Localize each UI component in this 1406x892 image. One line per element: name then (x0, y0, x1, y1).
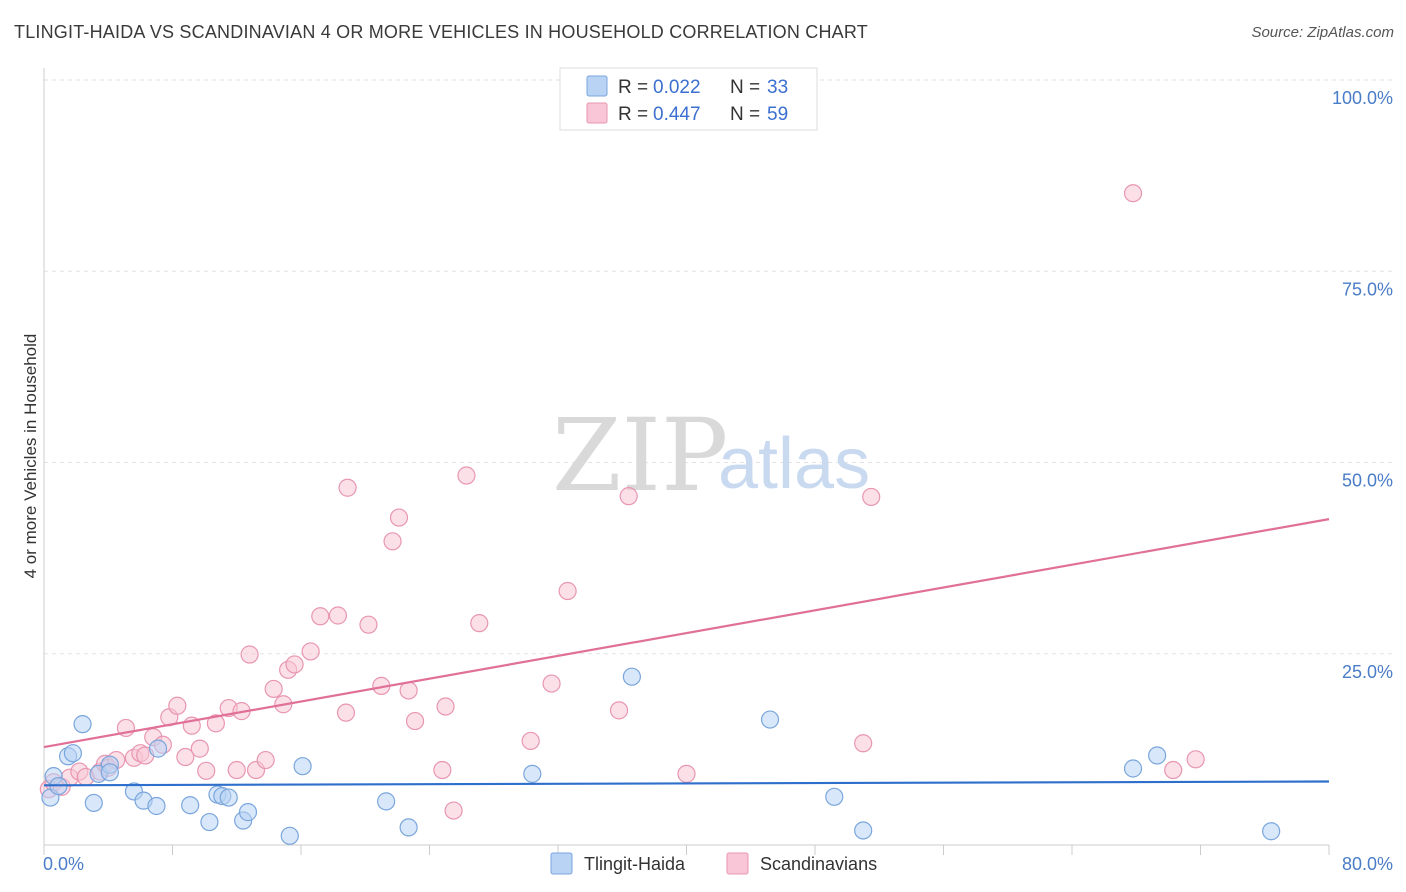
scandinavians-point-53 (619, 487, 638, 506)
tlingit-haida-point-32 (1262, 822, 1281, 841)
scandinavians-point-37 (338, 478, 357, 497)
scandinavians-point-54 (677, 764, 696, 783)
scandinavians-point-50 (542, 674, 561, 693)
watermark-zip: ZIP (552, 397, 728, 514)
scandinavians-point-47 (457, 466, 476, 485)
scandinavians-point-24 (227, 760, 246, 780)
scandinavians-point-49 (521, 731, 540, 751)
tlingit-haida-point-9 (100, 763, 119, 782)
tlingit-haida-point-25 (523, 764, 542, 783)
legend-r-value-tlingit: 0.022 (653, 77, 701, 98)
legend-n-label-scand: N = (730, 104, 760, 125)
legend-box: R = 0.022 N = 33 R = 0.447 N = 59 (559, 67, 818, 131)
tlingit-haida-point-27 (760, 710, 780, 729)
legend-r-value-scand: 0.447 (653, 104, 701, 125)
tlingit-haida-point-21 (280, 826, 299, 845)
scandinavians-trend-line (43, 518, 1330, 749)
tlingit-haida-point-28 (825, 787, 844, 806)
scandinavians-point-22 (206, 714, 225, 733)
y-tick-label-2: 75.0% (1342, 279, 1393, 299)
tlingit-haida-point-22 (293, 757, 312, 776)
scandinavians-point-52 (609, 701, 629, 720)
bottom-legend-swatch-scand (726, 852, 749, 875)
scandinavians-point-58 (1164, 760, 1183, 780)
tlingit-haida-point-23 (377, 792, 396, 811)
tlingit-haida-point-12 (147, 796, 166, 816)
legend-swatch-tlingit (586, 75, 608, 97)
scandinavians-point-56 (862, 487, 881, 507)
scandinavians-point-18 (176, 747, 195, 767)
x-tick-label-min: 0.0% (43, 854, 84, 874)
bottom-legend-label-scand: Scandinavians (760, 854, 877, 874)
scandinavians-point-34 (311, 607, 330, 626)
tlingit-haida-point-30 (1123, 759, 1143, 778)
scandinavians-point-21 (197, 761, 216, 780)
legend-n-value-scand: 59 (767, 104, 788, 125)
scandinavians-point-41 (389, 508, 409, 527)
watermark-atlas: atlas (718, 424, 870, 504)
y-tick-label-3: 100.0% (1332, 88, 1393, 108)
tlingit-haida-point-24 (399, 818, 418, 837)
tlingit-haida-points (41, 667, 1281, 845)
scandinavians-point-44 (433, 760, 452, 780)
legend-r-label-tlingit: R = (618, 77, 648, 98)
scandinavians-point-59 (1186, 750, 1205, 769)
scandinavians-point-48 (470, 614, 489, 633)
grid-lines (44, 79, 1392, 655)
bottom-legend-swatch-tlingit (550, 852, 573, 875)
legend-swatch-scand (586, 102, 608, 124)
tlingit-haida-point-29 (854, 821, 873, 840)
scandinavians-point-26 (240, 645, 259, 664)
scandinavians-point-33 (301, 642, 320, 661)
y-axis-label: 4 or more Vehicles in Household (21, 334, 40, 579)
scandinavians-points (39, 184, 1205, 820)
legend-r-label-scand: R = (618, 104, 648, 125)
y-tick-label-1: 50.0% (1342, 471, 1393, 491)
scandinavians-point-35 (328, 606, 348, 625)
scandinavians-point-32 (285, 655, 304, 674)
scandinavians-point-57 (1123, 184, 1143, 203)
scandinavians-point-17 (168, 696, 187, 715)
tlingit-haida-point-20 (238, 803, 258, 822)
trend-lines (43, 518, 1330, 787)
tlingit-haida-point-18 (219, 788, 238, 807)
scandinavians-point-20 (190, 739, 209, 758)
bottom-legend-label-tlingit: Tlingit-Haida (584, 854, 686, 874)
scandinavians-point-55 (854, 734, 873, 753)
tlingit-haida-trend-line (43, 780, 1330, 787)
scandinavians-point-28 (256, 750, 275, 770)
tlingit-haida-point-4 (63, 744, 83, 763)
tlingit-haida-point-5 (73, 715, 92, 734)
y-tick-label-0: 25.0% (1342, 662, 1393, 682)
axes (43, 68, 1330, 855)
legend-n-label-tlingit: N = (730, 77, 760, 98)
tlingit-haida-point-14 (181, 796, 200, 815)
legend-n-value-tlingit: 33 (767, 77, 788, 98)
scandinavians-point-46 (444, 801, 463, 820)
tlingit-haida-point-31 (1148, 746, 1167, 765)
scandinavians-point-43 (405, 711, 425, 731)
x-tick-label-max: 80.0% (1342, 854, 1393, 874)
scandinavians-point-36 (336, 703, 356, 722)
scandinavians-point-45 (436, 697, 455, 716)
source-label: Source: ZipAtlas.com (1251, 24, 1394, 41)
scandinavians-point-38 (359, 615, 378, 634)
tlingit-haida-point-13 (148, 739, 168, 758)
tlingit-haida-point-26 (622, 667, 641, 686)
chart-title: TLINGIT-HAIDA VS SCANDINAVIAN 4 OR MORE … (14, 22, 868, 42)
bottom-legend: Tlingit-Haida Scandinavians (550, 852, 877, 875)
scandinavians-point-40 (383, 532, 402, 551)
y-tick-labels: 25.0% 50.0% 75.0% 100.0% (1332, 88, 1393, 682)
scandinavians-point-29 (264, 679, 283, 699)
tlingit-haida-point-15 (200, 812, 219, 832)
scandinavians-point-51 (558, 581, 577, 601)
tlingit-haida-point-6 (84, 793, 103, 813)
